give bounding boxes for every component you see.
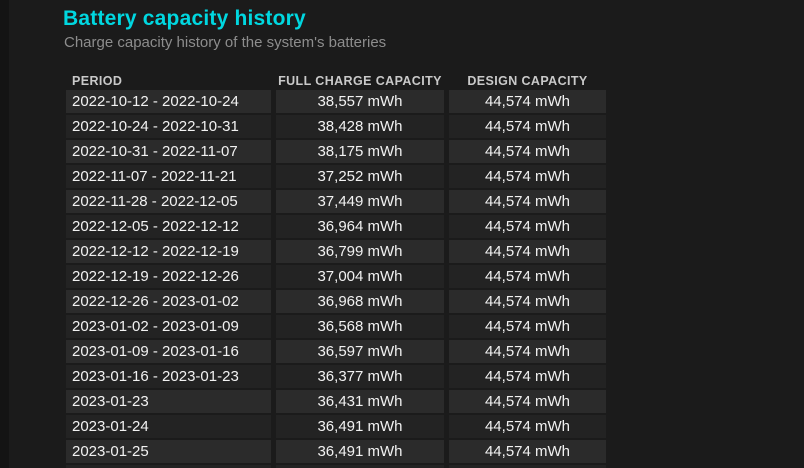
table-row: 2022-10-12 - 2022-10-24 38,557 mWh 44,574 … <box>66 90 606 113</box>
column-header-design-capacity: DESIGN CAPACITY <box>467 74 588 88</box>
design-capacity-cell: 44,574 mWh <box>449 440 606 463</box>
full-charge-cell: 36,491 mWh <box>276 440 444 463</box>
full-charge-cell: 36,799 mWh <box>276 240 444 263</box>
design-capacity-cell: 44,574 mWh <box>449 315 606 338</box>
design-capacity-cell: 44,574 mWh <box>449 140 606 163</box>
period-cell: 2023-01-09 - 2023-01-16 <box>66 340 271 363</box>
period-cell: 2022-12-19 - 2022-12-26 <box>66 265 271 288</box>
battery-capacity-history-table: PERIOD FULL CHARGE CAPACITY DESIGN CAPAC… <box>66 71 606 468</box>
period-cell: 2022-10-24 - 2022-10-31 <box>66 115 271 138</box>
column-header-period: PERIOD <box>72 74 123 88</box>
column-header-full-charge-capacity: FULL CHARGE CAPACITY <box>278 74 442 88</box>
table-row: 2023-01-16 - 2023-01-23 36,377 mWh 44,574 … <box>66 365 606 388</box>
table-body: 2022-10-12 - 2022-10-24 38,557 mWh 44,574 … <box>66 90 606 468</box>
table-row: 2023-01-02 - 2023-01-09 36,568 mWh 44,574 … <box>66 315 606 338</box>
period-cell: 2023-01-23 <box>66 390 271 413</box>
design-capacity-cell: 44,574 mWh <box>449 240 606 263</box>
period-cell: 2022-11-07 - 2022-11-21 <box>66 165 271 188</box>
period-cell: 2022-10-31 - 2022-11-07 <box>66 140 271 163</box>
table-row: 2023-01-24 36,491 mWh 44,574 mWh <box>66 415 606 438</box>
table-header-row: PERIOD FULL CHARGE CAPACITY DESIGN CAPAC… <box>66 71 606 88</box>
design-capacity-cell: 44,574 mWh <box>449 215 606 238</box>
partial-cell <box>66 465 271 468</box>
table-row-partial <box>66 465 606 468</box>
page-title: Battery capacity history <box>63 7 306 30</box>
table-row: 2022-11-28 - 2022-12-05 37,449 mWh 44,574 … <box>66 190 606 213</box>
period-cell: 2022-11-28 - 2022-12-05 <box>66 190 271 213</box>
partial-cell <box>449 465 606 468</box>
table-row: 2023-01-09 - 2023-01-16 36,597 mWh 44,574 … <box>66 340 606 363</box>
full-charge-cell: 38,557 mWh <box>276 90 444 113</box>
report-header: Battery capacity history Charge capacity… <box>63 7 386 51</box>
design-capacity-cell: 44,574 mWh <box>449 90 606 113</box>
full-charge-cell: 36,491 mWh <box>276 415 444 438</box>
full-charge-cell: 37,252 mWh <box>276 165 444 188</box>
partial-cell <box>276 465 444 468</box>
design-capacity-cell: 44,574 mWh <box>449 390 606 413</box>
period-cell: 2022-12-12 - 2022-12-19 <box>66 240 271 263</box>
full-charge-cell: 36,968 mWh <box>276 290 444 313</box>
design-capacity-cell: 44,574 mWh <box>449 190 606 213</box>
table-row: 2022-12-05 - 2022-12-12 36,964 mWh 44,574 … <box>66 215 606 238</box>
full-charge-cell: 36,597 mWh <box>276 340 444 363</box>
full-charge-cell: 37,004 mWh <box>276 265 444 288</box>
table-row: 2022-11-07 - 2022-11-21 37,252 mWh 44,574 … <box>66 165 606 188</box>
full-charge-cell: 36,377 mWh <box>276 365 444 388</box>
design-capacity-cell: 44,574 mWh <box>449 340 606 363</box>
design-capacity-cell: 44,574 mWh <box>449 365 606 388</box>
design-capacity-cell: 44,574 mWh <box>449 165 606 188</box>
window-left-edge <box>0 0 9 468</box>
full-charge-cell: 38,175 mWh <box>276 140 444 163</box>
design-capacity-cell: 44,574 mWh <box>449 415 606 438</box>
period-cell: 2023-01-02 - 2023-01-09 <box>66 315 271 338</box>
full-charge-cell: 36,431 mWh <box>276 390 444 413</box>
full-charge-cell: 38,428 mWh <box>276 115 444 138</box>
table-row: 2022-12-19 - 2022-12-26 37,004 mWh 44,574 … <box>66 265 606 288</box>
table-row: 2022-12-12 - 2022-12-19 36,799 mWh 44,574 … <box>66 240 606 263</box>
period-cell: 2022-12-05 - 2022-12-12 <box>66 215 271 238</box>
period-cell: 2022-10-12 - 2022-10-24 <box>66 90 271 113</box>
full-charge-cell: 36,964 mWh <box>276 215 444 238</box>
period-cell: 2022-12-26 - 2023-01-02 <box>66 290 271 313</box>
table-row: 2022-10-24 - 2022-10-31 38,428 mWh 44,574 … <box>66 115 606 138</box>
table-row: 2023-01-23 36,431 mWh 44,574 mWh <box>66 390 606 413</box>
full-charge-cell: 36,568 mWh <box>276 315 444 338</box>
table-row: 2022-12-26 - 2023-01-02 36,968 mWh 44,574 … <box>66 290 606 313</box>
full-charge-cell: 37,449 mWh <box>276 190 444 213</box>
table-row: 2023-01-25 36,491 mWh 44,574 mWh <box>66 440 606 463</box>
page-subtitle: Charge capacity history of the system's … <box>64 34 387 51</box>
period-cell: 2023-01-24 <box>66 415 271 438</box>
design-capacity-cell: 44,574 mWh <box>449 290 606 313</box>
design-capacity-cell: 44,574 mWh <box>449 265 606 288</box>
period-cell: 2023-01-25 <box>66 440 271 463</box>
period-cell: 2023-01-16 - 2023-01-23 <box>66 365 271 388</box>
table-row: 2022-10-31 - 2022-11-07 38,175 mWh 44,574 … <box>66 140 606 163</box>
design-capacity-cell: 44,574 mWh <box>449 115 606 138</box>
